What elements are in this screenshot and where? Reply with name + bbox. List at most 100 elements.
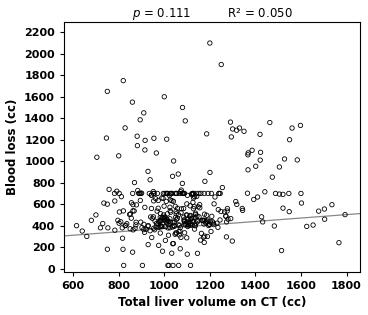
Point [191, 195, 197, 200]
Point [136, 191, 142, 196]
Point [262, 189, 268, 194]
Point [189, 216, 195, 221]
Point [147, 177, 153, 182]
Point [224, 219, 230, 224]
Point [214, 221, 220, 226]
Point [174, 216, 180, 221]
Point [233, 199, 239, 204]
Point [122, 223, 128, 228]
Point [171, 223, 177, 228]
Point [190, 191, 195, 196]
Point [164, 137, 170, 142]
Point [134, 134, 140, 139]
Point [249, 148, 255, 153]
Point [152, 219, 158, 224]
Point [202, 234, 208, 239]
Point [183, 222, 188, 227]
Point [216, 191, 222, 196]
Point [185, 220, 191, 225]
Point [105, 202, 110, 207]
Point [116, 209, 122, 215]
Point [159, 215, 165, 220]
Point [181, 191, 187, 196]
Point [197, 205, 203, 210]
Point [169, 251, 175, 256]
Point [190, 219, 195, 224]
Point [190, 200, 196, 205]
Point [184, 222, 190, 227]
Point [162, 215, 168, 220]
Point [163, 218, 169, 223]
Point [142, 147, 148, 152]
Point [189, 191, 195, 196]
Point [127, 212, 132, 217]
Point [128, 200, 134, 205]
Point [272, 223, 277, 228]
Point [120, 236, 125, 241]
Point [182, 219, 188, 224]
Point [255, 194, 261, 199]
Point [148, 192, 154, 198]
Point [146, 191, 152, 196]
Point [173, 191, 179, 196]
Point [184, 235, 190, 240]
Point [176, 212, 181, 217]
Point [134, 202, 139, 207]
Point [273, 191, 279, 196]
Point [133, 220, 139, 225]
Point [155, 198, 161, 203]
Point [210, 219, 216, 224]
Point [168, 220, 174, 225]
Point [106, 187, 112, 192]
Point [202, 212, 208, 217]
Point [84, 234, 90, 239]
Point [160, 191, 166, 196]
Point [205, 234, 210, 239]
Point [188, 223, 194, 228]
Point [186, 223, 192, 228]
Point [170, 220, 176, 225]
Point [218, 209, 224, 214]
Point [198, 238, 204, 243]
Point [192, 215, 198, 220]
Point [149, 235, 155, 240]
Point [258, 150, 263, 155]
Point [206, 222, 212, 227]
Point [105, 225, 111, 230]
Point [132, 226, 138, 231]
Point [166, 193, 172, 198]
Point [202, 179, 208, 184]
Point [210, 220, 216, 226]
Point [209, 214, 215, 219]
Point [229, 238, 235, 243]
Point [151, 191, 156, 196]
Point [141, 227, 147, 232]
Point [178, 206, 184, 211]
Point [167, 208, 173, 213]
Point [173, 231, 179, 236]
Point [114, 189, 120, 194]
Point [241, 129, 247, 134]
Point [171, 220, 177, 225]
Point [98, 225, 103, 230]
Point [120, 247, 126, 252]
Point [162, 238, 168, 243]
Point [198, 191, 204, 196]
Point [158, 218, 164, 223]
Point [181, 206, 187, 211]
Point [170, 241, 176, 246]
Point [224, 206, 230, 211]
Point [171, 224, 177, 229]
Point [208, 191, 214, 196]
Point [194, 218, 200, 223]
Point [190, 191, 196, 196]
Point [181, 218, 187, 223]
Point [151, 198, 157, 203]
Point [166, 222, 172, 227]
Point [195, 251, 201, 256]
Point [145, 169, 151, 174]
Point [188, 263, 194, 268]
Point [167, 198, 173, 203]
Point [224, 209, 230, 214]
Point [217, 191, 223, 196]
